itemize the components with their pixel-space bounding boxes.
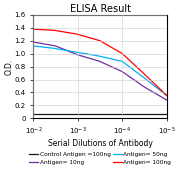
Antigen= 50ng [32, 45, 35, 47]
Antigen= 100ng [86, 36, 89, 38]
Control Antigen =100ng [84, 113, 86, 115]
Antigen= 100ng [32, 28, 35, 30]
Antigen= 10ng [86, 57, 89, 59]
Line: Antigen= 50ng: Antigen= 50ng [33, 46, 167, 96]
Antigen= 50ng [165, 94, 168, 96]
Y-axis label: O.D.: O.D. [4, 58, 13, 75]
Antigen= 100ng [166, 94, 168, 97]
Title: ELISA Result: ELISA Result [70, 4, 131, 14]
Antigen= 10ng [32, 41, 35, 43]
Antigen= 50ng [86, 53, 89, 55]
Control Antigen =100ng [165, 113, 168, 115]
Legend: Control Antigen =100ng, Antigen= 10ng, Antigen= 50ng, Antigen= 100ng: Control Antigen =100ng, Antigen= 10ng, A… [29, 152, 171, 165]
Antigen= 10ng [45, 43, 47, 45]
Antigen= 10ng [84, 56, 86, 58]
Control Antigen =100ng [86, 113, 89, 115]
Antigen= 50ng [87, 53, 89, 55]
Control Antigen =100ng [53, 113, 55, 115]
Control Antigen =100ng [166, 113, 168, 115]
Control Antigen =100ng [32, 113, 35, 115]
Antigen= 50ng [84, 53, 86, 55]
Antigen= 100ng [53, 29, 55, 31]
Antigen= 100ng [45, 29, 47, 31]
Antigen= 50ng [53, 47, 55, 50]
X-axis label: Serial Dilutions of Antibody: Serial Dilutions of Antibody [48, 139, 153, 148]
Antigen= 10ng [165, 99, 168, 101]
Antigen= 50ng [45, 46, 47, 48]
Control Antigen =100ng [45, 113, 47, 115]
Antigen= 100ng [87, 36, 89, 38]
Line: Antigen= 100ng: Antigen= 100ng [33, 29, 167, 96]
Line: Antigen= 10ng: Antigen= 10ng [33, 42, 167, 100]
Antigen= 100ng [165, 94, 168, 96]
Antigen= 10ng [166, 99, 168, 101]
Antigen= 10ng [87, 57, 89, 59]
Antigen= 50ng [166, 94, 168, 97]
Control Antigen =100ng [87, 113, 89, 115]
Antigen= 10ng [53, 45, 55, 47]
Antigen= 100ng [84, 35, 86, 37]
